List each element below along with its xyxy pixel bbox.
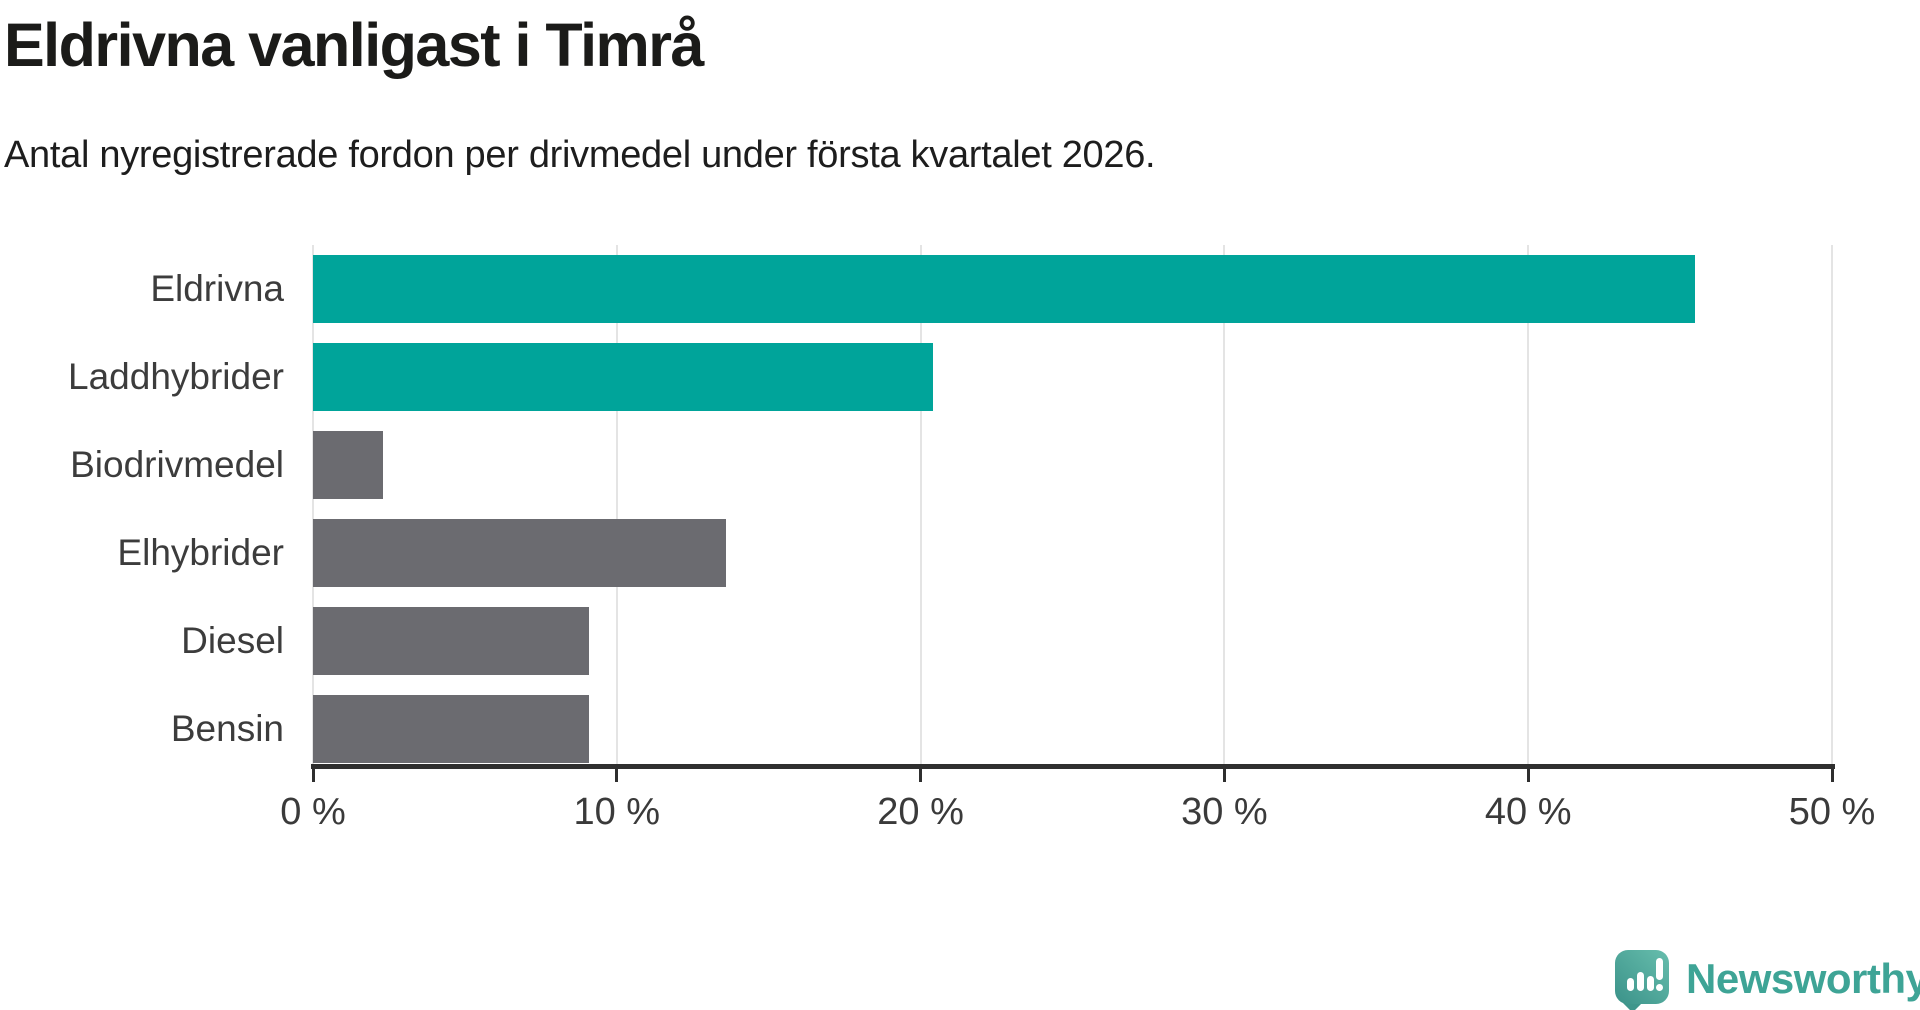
bar-elhybrider xyxy=(313,519,727,587)
category-label: Eldrivna xyxy=(150,268,284,309)
x-axis-tick-label: 10 % xyxy=(573,791,661,833)
bar-biodrivmedel xyxy=(313,431,383,499)
logo-chart-bar-icon xyxy=(1627,978,1634,991)
category-label: Biodrivmedel xyxy=(70,444,284,485)
logo-exclamation-icon xyxy=(1656,958,1663,980)
bar-laddhybrider xyxy=(313,343,933,411)
category-label: Diesel xyxy=(181,620,284,661)
bar-eldrivna xyxy=(313,255,1696,323)
bar-bensin xyxy=(313,695,590,763)
logo-chart-bar-icon xyxy=(1647,976,1654,991)
x-axis-tick-label: 0 % xyxy=(280,791,346,833)
gridline xyxy=(919,245,922,764)
x-axis-tick xyxy=(615,764,619,782)
gridline xyxy=(1831,245,1833,764)
x-axis-tick-label: 40 % xyxy=(1484,791,1572,833)
x-axis-tick xyxy=(1526,764,1530,782)
brand-footer: Newsworthy xyxy=(1615,950,1920,1010)
chart-title: Eldrivna vanligast i Timrå xyxy=(4,11,704,79)
category-label: Laddhybrider xyxy=(68,356,284,397)
x-axis-tick xyxy=(919,764,923,782)
newsworthy-logo-icon xyxy=(1615,950,1669,1010)
x-axis-tick xyxy=(1222,764,1226,782)
chart-subtitle: Antal nyregistrerade fordon per drivmede… xyxy=(4,134,1156,176)
gridline xyxy=(1527,245,1530,764)
gridline xyxy=(312,245,314,764)
x-axis-tick-label: 50 % xyxy=(1788,791,1876,833)
x-axis-tick xyxy=(311,764,315,782)
category-label: Elhybrider xyxy=(117,532,284,573)
x-axis-line xyxy=(311,764,1835,769)
logo-exclamation-dot-icon xyxy=(1656,984,1663,991)
x-axis-tick-label: 30 % xyxy=(1181,791,1268,833)
category-label: Bensin xyxy=(170,708,284,749)
logo-chart-bar-icon xyxy=(1637,972,1644,991)
brand-name: Newsworthy xyxy=(1686,955,1920,1002)
x-axis-tick xyxy=(1830,764,1834,782)
gridline xyxy=(1223,245,1226,764)
gridline xyxy=(615,245,618,764)
x-axis-tick-label: 20 % xyxy=(877,791,964,833)
bar-diesel xyxy=(313,607,590,675)
